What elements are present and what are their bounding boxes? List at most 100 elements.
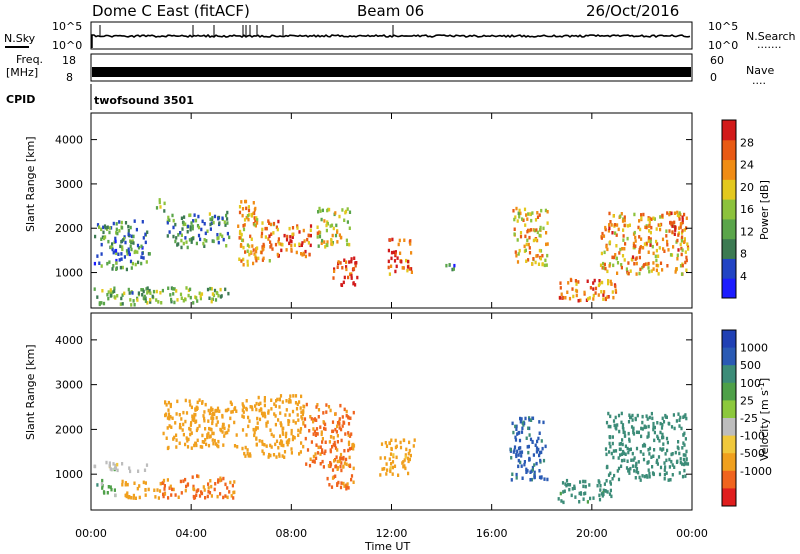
data-cell [619, 447, 622, 452]
data-cell [632, 430, 635, 435]
data-cell [119, 302, 122, 306]
data-cell [216, 291, 219, 295]
data-cell [627, 469, 630, 473]
data-cell [151, 294, 154, 299]
data-cell [649, 230, 652, 235]
data-cell [648, 415, 651, 420]
data-cell [221, 216, 224, 220]
data-cell [681, 446, 684, 450]
data-cell [519, 446, 522, 450]
data-cell [651, 416, 654, 421]
data-cell [321, 450, 324, 454]
scatter-patch [668, 211, 684, 236]
data-cell [180, 417, 183, 421]
data-cell [681, 474, 685, 479]
data-cell [119, 265, 122, 270]
data-cell [231, 409, 234, 414]
data-cell [349, 416, 352, 420]
data-cell [520, 464, 523, 468]
data-cell [141, 220, 144, 224]
y-tick-label: 3000 [55, 379, 83, 392]
data-cell [125, 267, 128, 272]
data-cell [181, 227, 184, 231]
data-cell [611, 477, 614, 481]
data-cell [113, 289, 116, 294]
data-cell [647, 434, 650, 438]
scatter-patch [509, 416, 549, 482]
data-cell [143, 294, 146, 299]
data-cell [292, 435, 295, 439]
data-cell [280, 423, 283, 428]
y-tick-label: 2000 [55, 423, 83, 436]
data-cell [270, 398, 273, 402]
data-cell [291, 235, 294, 239]
data-cell [528, 235, 531, 240]
data-cell [385, 444, 389, 448]
data-cell [610, 223, 613, 227]
data-cell [329, 449, 332, 454]
data-cell [627, 420, 631, 424]
data-cell [167, 496, 170, 500]
data-cell [290, 431, 293, 436]
data-cell [280, 248, 283, 253]
data-cell [194, 441, 197, 446]
data-cell [618, 251, 621, 255]
data-cell [312, 454, 315, 459]
data-cell [515, 206, 518, 211]
data-cell [130, 266, 133, 270]
data-cell [219, 492, 222, 496]
data-cell [260, 231, 264, 236]
data-cell [608, 226, 611, 231]
data-cell [383, 467, 386, 471]
data-cell [163, 492, 167, 496]
data-cell [194, 408, 197, 412]
data-cell [658, 246, 661, 250]
data-cell [138, 484, 141, 488]
data-cell [350, 276, 353, 280]
scatter-patch [241, 394, 306, 459]
data-cell [354, 264, 357, 268]
data-cell [192, 301, 195, 305]
data-cell [159, 205, 162, 209]
data-cell [119, 244, 122, 249]
data-cell [669, 478, 672, 482]
data-cell [316, 231, 319, 235]
data-cell [322, 411, 325, 415]
data-cell [226, 495, 229, 500]
data-cell [132, 299, 135, 303]
data-cell [683, 468, 686, 473]
data-cell [379, 456, 382, 460]
colorbar-tick-label: 4 [740, 270, 747, 283]
data-cell [538, 213, 541, 217]
data-cell [155, 206, 159, 210]
data-cell [395, 264, 398, 269]
data-cell [525, 213, 528, 217]
data-cell [300, 394, 303, 399]
data-cell [384, 441, 387, 445]
data-cell [217, 478, 220, 482]
nsky-label: N.Sky [4, 32, 36, 45]
data-cell [520, 450, 524, 454]
data-cell [272, 434, 275, 438]
data-cell [518, 215, 521, 219]
data-cell [169, 404, 172, 409]
data-cell [516, 219, 519, 223]
data-cell [515, 424, 518, 429]
data-cell [604, 225, 607, 230]
data-cell [609, 424, 612, 429]
data-cell [527, 258, 530, 262]
data-cell [538, 431, 541, 435]
data-cell [563, 489, 566, 493]
data-cell [133, 219, 136, 223]
data-cell [635, 430, 639, 434]
data-cell [247, 424, 250, 429]
data-cell [627, 261, 630, 265]
data-cell [650, 225, 653, 230]
data-cell [174, 222, 177, 227]
data-cell [98, 261, 101, 265]
data-cell [277, 418, 280, 422]
data-cell [647, 217, 650, 222]
data-cell [225, 244, 228, 248]
data-cell [315, 443, 318, 447]
data-cell [100, 301, 103, 305]
